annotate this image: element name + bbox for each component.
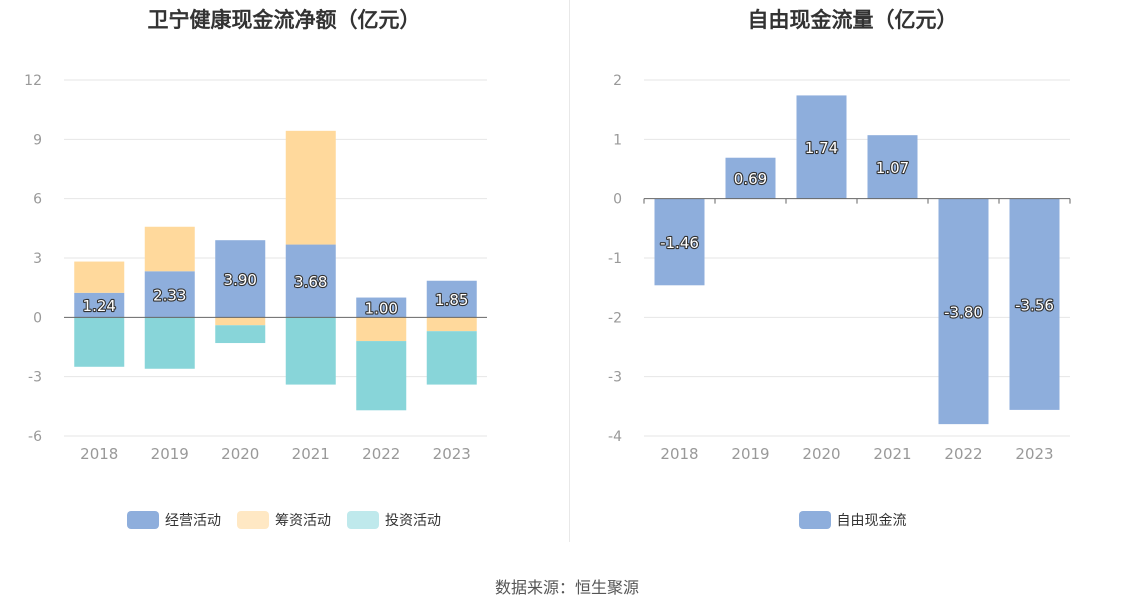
bar-经营活动-2022 xyxy=(356,297,407,318)
bar-自由现金流-2022 xyxy=(938,198,989,425)
y-tick-label: 2 xyxy=(613,73,622,89)
bar-筹资活动-2022 xyxy=(356,317,407,342)
y-tick-label: 0 xyxy=(33,310,42,326)
x-category-label: 2020 xyxy=(802,445,840,463)
x-category-label: 2020 xyxy=(221,445,259,463)
y-tick-label: -1 xyxy=(608,251,622,267)
legend-item-投资活动[interactable]: 投资活动 xyxy=(347,510,441,530)
x-category-label: 2022 xyxy=(944,445,982,463)
panel-divider xyxy=(569,0,570,542)
legend-swatch xyxy=(347,511,379,529)
left-chart-legend: 经营活动 筹资活动 投资活动 xyxy=(0,510,568,530)
legend-item-经营活动[interactable]: 经营活动 xyxy=(127,510,221,530)
y-tick-label: -2 xyxy=(608,310,622,326)
legend-item-自由现金流[interactable]: 自由现金流 xyxy=(798,510,907,530)
bar-经营活动-2018 xyxy=(74,292,125,318)
bar-筹资活动-2021 xyxy=(285,130,336,245)
data-label: -3.80 xyxy=(944,303,983,321)
y-tick-label: 12 xyxy=(24,73,42,89)
legend-label: 筹资活动 xyxy=(275,513,331,529)
x-category-label: 2018 xyxy=(80,445,118,463)
data-label: 1.74 xyxy=(805,139,838,157)
bar-自由现金流-2020 xyxy=(796,95,847,199)
bar-筹资活动-2019 xyxy=(144,226,195,272)
data-label: 3.68 xyxy=(294,273,327,291)
bar-筹资活动-2023 xyxy=(426,317,477,332)
bar-自由现金流-2019 xyxy=(725,157,776,199)
data-label: -3.56 xyxy=(1015,296,1054,314)
y-tick-label: 9 xyxy=(33,132,42,148)
data-source-note: 数据来源：恒生聚源 xyxy=(494,578,639,597)
right-chart-plot: 2 1 0 -1 -2 -3 -4 -1.46 0.69 1.74 1.07 -3.80 -3.56 20… xyxy=(608,73,1071,463)
left-chart-panel: 卫宁健康现金流净额（亿元） 12 9 6 3 0 -3 -6 1.24 2.33 3.90 3.68… xyxy=(0,0,568,545)
bar-投资活动-2020 xyxy=(215,325,266,344)
right-chart-title: 自由现金流量（亿元） xyxy=(747,8,958,32)
y-tick-label: 3 xyxy=(33,251,42,267)
data-label: 1.07 xyxy=(876,159,909,177)
x-category-label: 2023 xyxy=(1015,445,1053,463)
x-category-label: 2021 xyxy=(292,445,330,463)
x-category-label: 2022 xyxy=(362,445,400,463)
bar-自由现金流-2023 xyxy=(1009,198,1060,410)
bar-投资活动-2022 xyxy=(356,341,407,411)
data-label: 2.33 xyxy=(153,286,186,304)
bar-投资活动-2021 xyxy=(285,317,336,385)
data-label: 1.24 xyxy=(83,297,116,315)
data-label: 0.69 xyxy=(734,170,767,188)
legend-label: 投资活动 xyxy=(385,513,441,529)
x-category-label: 2019 xyxy=(731,445,769,463)
x-category-label: 2023 xyxy=(433,445,471,463)
bar-投资活动-2018 xyxy=(74,317,125,367)
bar-经营活动-2023 xyxy=(426,280,477,318)
data-label: 1.00 xyxy=(365,299,398,317)
bar-投资活动-2019 xyxy=(144,317,195,369)
legend-label: 经营活动 xyxy=(165,513,221,529)
right-chart-legend: 自由现金流 xyxy=(571,510,1134,530)
x-category-label: 2019 xyxy=(151,445,189,463)
y-tick-label: 6 xyxy=(33,192,42,208)
legend-item-筹资活动[interactable]: 筹资活动 xyxy=(237,510,331,530)
legend-swatch xyxy=(237,511,269,529)
bar-经营活动-2019 xyxy=(144,271,195,318)
legend-swatch xyxy=(798,511,831,529)
data-label: 3.90 xyxy=(224,271,257,289)
bar-筹资活动-2018 xyxy=(74,261,125,293)
left-chart-plot: 12 9 6 3 0 -3 -6 1.24 2.33 3.90 3.68 1.00 1.85 2018 20… xyxy=(24,73,487,463)
bar-经营活动-2020 xyxy=(215,240,266,318)
x-category-label: 2021 xyxy=(873,445,911,463)
bar-筹资活动-2020 xyxy=(215,317,266,326)
y-tick-label: 0 xyxy=(613,192,622,208)
legend-label: 自由现金流 xyxy=(836,513,907,529)
bar-自由现金流-2018 xyxy=(654,198,705,286)
y-tick-label: -3 xyxy=(608,370,622,386)
bar-自由现金流-2021 xyxy=(867,135,918,199)
data-label: 1.85 xyxy=(435,291,468,309)
y-tick-label: 1 xyxy=(613,132,622,148)
y-tick-label: -6 xyxy=(28,429,42,445)
left-chart-title: 卫宁健康现金流净额（亿元） xyxy=(147,8,421,32)
y-tick-label: -3 xyxy=(28,370,42,386)
bar-经营活动-2021 xyxy=(285,244,336,318)
x-category-label: 2018 xyxy=(660,445,698,463)
legend-swatch xyxy=(127,511,159,529)
bar-投资活动-2023 xyxy=(426,331,477,385)
data-label: -1.46 xyxy=(660,234,699,252)
right-chart-panel: 自由现金流量（亿元） 2 1 0 -1 -2 -3 -4 -1.46 0.69 1.74 1.07 -… xyxy=(571,0,1134,545)
y-tick-label: -4 xyxy=(608,429,622,445)
